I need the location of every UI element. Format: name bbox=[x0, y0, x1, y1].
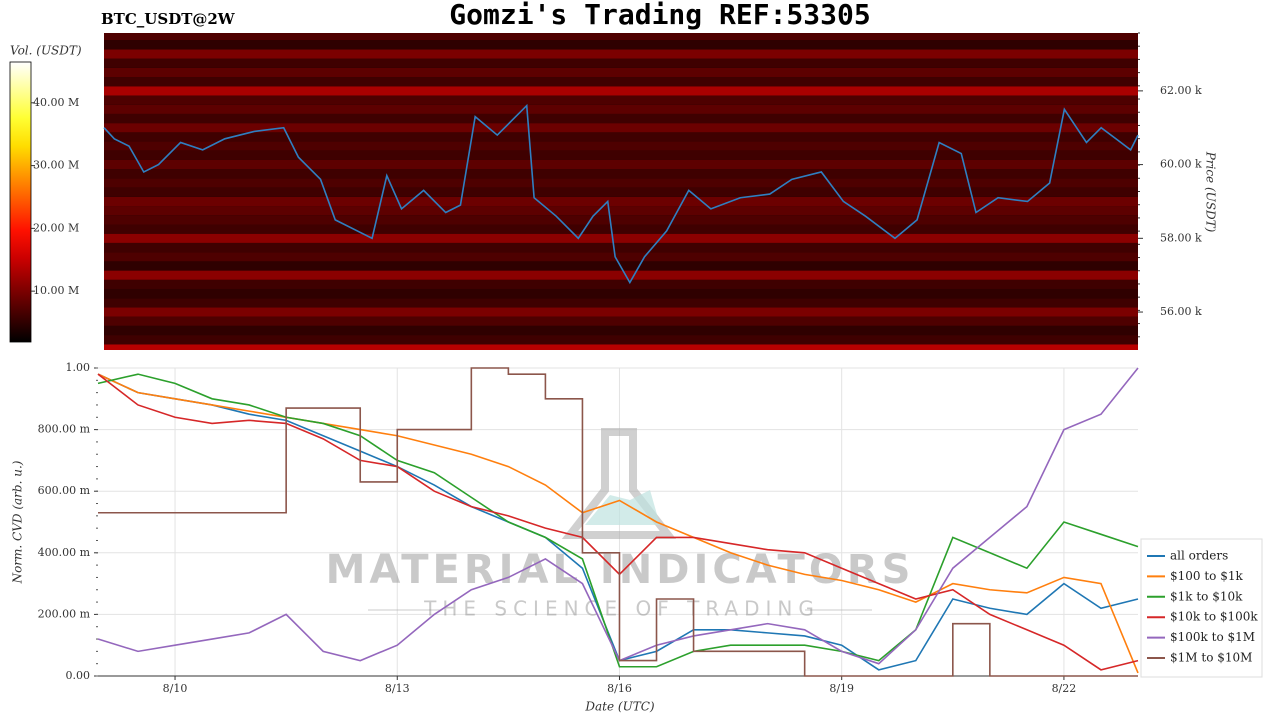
heatmap-band bbox=[104, 169, 1138, 179]
y-tick-label: 56.00 k bbox=[1160, 305, 1202, 318]
heatmap-band bbox=[104, 335, 1138, 345]
heatmap-band bbox=[104, 86, 1138, 96]
heatmap-band bbox=[104, 242, 1138, 253]
watermark-logo bbox=[585, 490, 660, 525]
heatmap-band bbox=[104, 196, 1138, 207]
heatmap-band bbox=[104, 123, 1138, 133]
heatmap-band bbox=[104, 215, 1138, 225]
watermark-logo bbox=[561, 428, 677, 539]
y-tick-label: 1.00 bbox=[66, 361, 91, 374]
x-tick-label: 8/22 bbox=[1052, 682, 1077, 695]
heatmap-band bbox=[104, 178, 1138, 188]
heatmap-band bbox=[104, 58, 1138, 68]
legend-label: $100 to $1k bbox=[1170, 569, 1243, 583]
legend-label: $100k to $1M bbox=[1170, 630, 1255, 644]
watermark-text: MATERIAL INDICATORS bbox=[326, 547, 915, 593]
x-tick-label: 8/13 bbox=[385, 682, 410, 695]
y-tick-label: 58.00 k bbox=[1160, 231, 1202, 244]
data-line bbox=[103, 103, 1139, 285]
heatmap-band bbox=[104, 252, 1138, 262]
heatmap-band bbox=[104, 187, 1138, 197]
colorbar bbox=[9, 61, 32, 343]
y-tick-label: 60.00 k bbox=[1160, 158, 1202, 171]
heatmap-band bbox=[104, 288, 1138, 299]
x-tick-label: 8/19 bbox=[829, 682, 854, 695]
data-line bbox=[98, 367, 1138, 677]
legend-label: $1k to $10k bbox=[1170, 589, 1243, 603]
heatmap-band bbox=[104, 279, 1138, 289]
y-tick-label: 0.00 bbox=[66, 669, 91, 682]
colorbar-tick-label: 20.00 M bbox=[33, 221, 79, 234]
heatmap-band bbox=[104, 224, 1138, 234]
heatmap-band bbox=[104, 344, 1138, 350]
y-tick-label: 200.00 m bbox=[38, 607, 91, 620]
colorbar-tick-label: 30.00 M bbox=[33, 159, 79, 172]
heatmap-band bbox=[104, 132, 1138, 142]
heatmap-band bbox=[104, 104, 1138, 114]
heatmap-band bbox=[104, 233, 1138, 243]
y-tick-label: 62.00 k bbox=[1160, 84, 1202, 97]
colorbar-tick-label: 40.00 M bbox=[33, 96, 79, 109]
heatmap-band bbox=[104, 307, 1138, 317]
heatmap-band bbox=[104, 95, 1138, 105]
heatmap-band bbox=[104, 298, 1138, 308]
legend-label: $10k to $100k bbox=[1170, 610, 1258, 624]
x-tick-label: 8/10 bbox=[163, 682, 188, 695]
heatmap-band bbox=[104, 325, 1138, 336]
y-tick-label: 400.00 m bbox=[38, 546, 91, 559]
data-line bbox=[97, 373, 1139, 674]
legend bbox=[1140, 538, 1263, 678]
heatmap-band bbox=[104, 33, 1138, 41]
y-axis-label: Price (USDT) bbox=[1204, 151, 1218, 233]
y-tick-label: 800.00 m bbox=[38, 423, 91, 436]
heatmap-band bbox=[104, 67, 1138, 78]
legend-label: all orders bbox=[1170, 549, 1228, 563]
y-axis-label: Norm. CVD (arb. u.) bbox=[11, 460, 25, 584]
heatmap-band bbox=[104, 49, 1138, 59]
x-axis-label: Date (UTC) bbox=[584, 700, 654, 714]
legend-label: $1M to $10M bbox=[1170, 651, 1252, 665]
page-title: Gomzi's Trading REF:53305 bbox=[449, 0, 870, 31]
heatmap-band bbox=[104, 141, 1138, 151]
colorbar-label: Vol. (USDT) bbox=[10, 44, 82, 58]
heatmap-band bbox=[104, 150, 1138, 160]
x-tick-label: 8/16 bbox=[607, 682, 632, 695]
y-tick-label: 600.00 m bbox=[38, 484, 91, 497]
heatmap-band bbox=[104, 40, 1138, 50]
heatmap-band bbox=[104, 206, 1138, 216]
colorbar-tick-label: 10.00 M bbox=[33, 284, 79, 297]
heatmap-band bbox=[104, 77, 1138, 87]
watermark-text: THE SCIENCE OF TRADING bbox=[423, 597, 820, 621]
heatmap-band bbox=[104, 113, 1138, 124]
heatmap-band bbox=[104, 316, 1138, 326]
chart-title: BTC_USDT@2W bbox=[101, 10, 236, 28]
heatmap-band bbox=[104, 270, 1138, 280]
watermark: MATERIAL INDICATORS THE SCIENCE OF TRADI… bbox=[326, 428, 915, 621]
heatmap-band bbox=[104, 159, 1138, 170]
data-line bbox=[97, 373, 1139, 668]
